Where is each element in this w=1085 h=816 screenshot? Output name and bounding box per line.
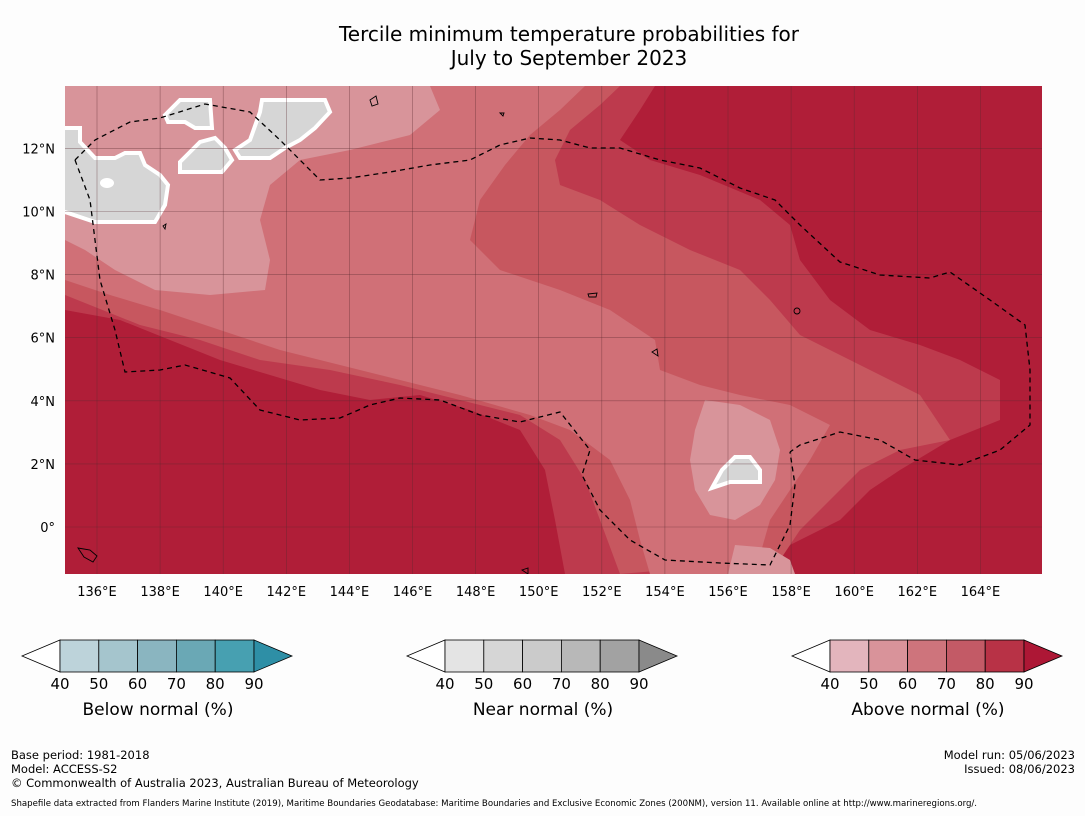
colorbar-segment	[175, 639, 216, 673]
lon-tick-label: 142°E	[267, 585, 307, 600]
colorbar-tick-label: 60	[128, 675, 148, 693]
lat-tick-label: 8°N	[31, 269, 56, 284]
title-line-2: July to September 2023	[450, 46, 688, 70]
base-period: Base period: 1981-2018	[11, 748, 150, 762]
colorbar-segment	[59, 639, 100, 673]
issued-date: Issued: 08/06/2023	[964, 762, 1075, 776]
colorbar-tick-label: 70	[551, 675, 571, 693]
colorbar-segment	[984, 639, 1025, 673]
region-above-50	[65, 86, 440, 295]
colorbar-near	[405, 639, 679, 673]
colorbar-extend-low	[20, 639, 61, 673]
colorbar-tick-label: 70	[166, 675, 186, 693]
colorbar-extend-low	[405, 639, 446, 673]
colorbar-segment	[444, 639, 485, 673]
islands	[77, 95, 801, 574]
lon-tick-label: 150°E	[519, 585, 559, 600]
longitude-labels: 136°E 138°E 140°E 142°E 144°E 146°E 148°E 150°E…	[77, 585, 1000, 600]
lon-tick-label: 152°E	[582, 585, 622, 600]
colorbar-segment	[522, 639, 562, 673]
colorbar-tick-label: 50	[89, 675, 109, 693]
lon-tick-label: 160°E	[834, 585, 874, 600]
colorbar-below-label: Below normal (%)	[82, 700, 234, 720]
colorbar-segment	[599, 639, 640, 673]
colorbar-above-label: Above normal (%)	[851, 700, 1005, 720]
map-area	[65, 86, 1042, 574]
colorbar-tick-label: 90	[1014, 675, 1034, 693]
lon-tick-label: 158°E	[771, 585, 811, 600]
colorbar-segment	[214, 639, 255, 673]
latitude-labels: 12°N 10°N 8°N 6°N 4°N 2°N 0°	[22, 142, 55, 536]
lat-tick-label: 6°N	[31, 332, 56, 347]
lat-tick-label: 10°N	[22, 206, 55, 221]
lat-tick-label: 4°N	[31, 395, 56, 410]
colorbar-tick-label: 90	[244, 675, 264, 693]
lon-tick-label: 146°E	[393, 585, 433, 600]
colorbar-tick-label: 40	[50, 675, 70, 693]
footer-right: Model run: 05/06/2023 Issued: 08/06/2023	[944, 748, 1075, 776]
colorbar-near-label: Near normal (%)	[472, 700, 614, 720]
lat-tick-label: 0°	[40, 521, 55, 536]
lat-tick-label: 2°N	[31, 458, 56, 473]
colorbar-segment	[137, 639, 177, 673]
title-line-1: Tercile minimum temperature probabilitie…	[338, 22, 800, 46]
near-normal-region-north-c	[232, 98, 333, 160]
lon-tick-label: 140°E	[203, 585, 243, 600]
colorbar-tick-label: 60	[898, 675, 918, 693]
colorbar-segment	[946, 639, 986, 673]
eez-boundary-west	[74, 103, 1031, 466]
near-normal-region-north-b	[178, 135, 235, 174]
lon-tick-label: 154°E	[645, 585, 685, 600]
colorbar-tick-label: 80	[590, 675, 610, 693]
colorbar-tick-label: 90	[629, 675, 649, 693]
lon-tick-label: 144°E	[330, 585, 370, 600]
lat-tick-label: 12°N	[22, 142, 55, 157]
chart-title: Tercile minimum temperature probabilitie…	[0, 22, 1085, 70]
colorbar-above	[790, 639, 1064, 673]
near-normal-region-north-west	[65, 126, 171, 224]
shapefile-credit: Shapefile data extracted from Flanders M…	[11, 799, 978, 809]
lon-tick-label: 138°E	[140, 585, 180, 600]
colorbar-segment	[829, 639, 870, 673]
colorbar-tick-label: 50	[859, 675, 879, 693]
lon-tick-label: 148°E	[456, 585, 496, 600]
colorbar-tick-label: 50	[474, 675, 494, 693]
colorbar-extend-high	[253, 639, 294, 673]
lon-tick-label: 164°E	[961, 585, 1001, 600]
model-run: Model run: 05/06/2023	[943, 748, 1075, 762]
colorbar-tick-label: 80	[205, 675, 225, 693]
region-above-50-south	[728, 545, 795, 574]
colorbar-extend-high	[638, 639, 679, 673]
near-normal-region-east	[707, 455, 762, 492]
lon-tick-label: 162°E	[898, 585, 938, 600]
colorbar-below	[20, 639, 294, 673]
lon-tick-label: 136°E	[77, 585, 117, 600]
colorbar-tick-label: 70	[936, 675, 956, 693]
colorbar-tick-label: 60	[513, 675, 533, 693]
colorbar-segment	[561, 639, 601, 673]
colorbar-segment	[98, 639, 139, 673]
lon-tick-label: 156°E	[708, 585, 748, 600]
colorbar-extend-high	[1023, 639, 1064, 673]
near-normal-spot	[100, 178, 114, 188]
footer-left: Base period: 1981-2018 Model: ACCESS-S2 …	[11, 748, 419, 790]
colorbar-tick-label: 40	[820, 675, 840, 693]
colorbar-tick-label: 80	[975, 675, 995, 693]
colorbar-tick-label: 40	[435, 675, 455, 693]
colorbars	[20, 639, 1064, 673]
gridlines	[65, 86, 1042, 574]
copyright: © Commonwealth of Australia 2023, Austra…	[11, 776, 419, 790]
colorbar-extend-low	[790, 639, 831, 673]
colorbar-segment	[868, 639, 908, 673]
model-name: Model: ACCESS-S2	[11, 762, 118, 776]
near-normal-region-north-a	[162, 98, 215, 130]
eez-boundary-south	[74, 159, 796, 566]
colorbar-segment	[483, 639, 523, 673]
colorbar-segment	[907, 639, 947, 673]
